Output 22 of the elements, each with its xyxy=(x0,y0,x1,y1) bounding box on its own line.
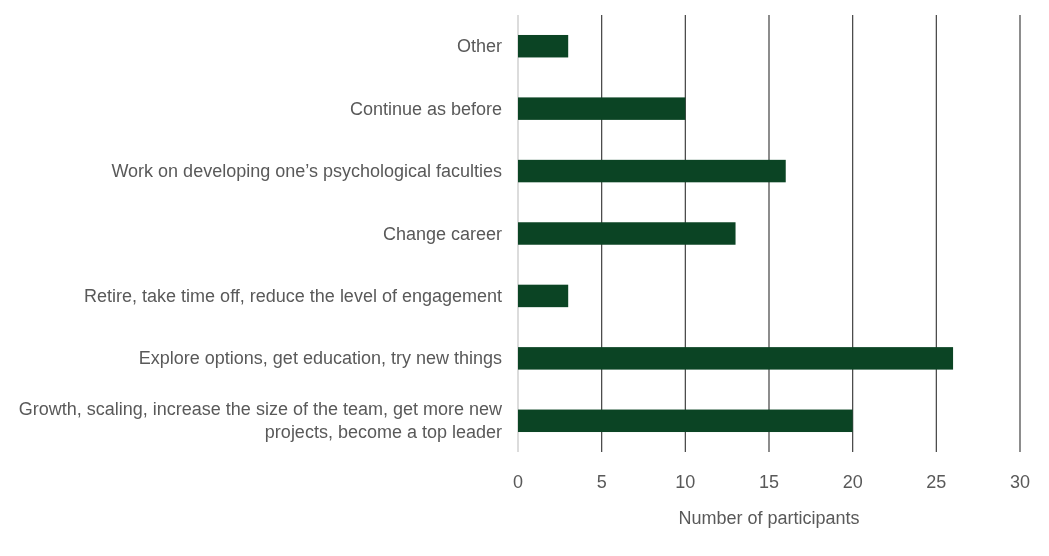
bar xyxy=(518,159,786,183)
x-tick-label: 25 xyxy=(926,472,947,492)
x-tick-label: 20 xyxy=(842,472,863,492)
x-tick-label: 10 xyxy=(675,472,696,492)
x-tick-label: 15 xyxy=(758,472,780,492)
x-tick-label: 5 xyxy=(596,472,607,492)
y-tick-label: Continue as before xyxy=(349,98,502,119)
y-tick-label: Retire, take time off, reduce the level of engagement xyxy=(84,285,502,306)
bar xyxy=(518,284,569,308)
x-tick-label: 30 xyxy=(1009,472,1031,492)
x-axis-title: Number of participants xyxy=(678,508,860,528)
y-tick-label: Change career xyxy=(382,223,502,244)
y-tick-label: Growth, scaling, increase the size of the team, get more new projects, become a top leader xyxy=(18,399,503,443)
bar xyxy=(518,222,736,245)
y-tick-label: Work on developing one’s psychological faculties xyxy=(111,161,502,182)
y-tick-label: Other xyxy=(456,36,502,57)
bar xyxy=(518,347,954,370)
bar xyxy=(518,97,686,120)
x-tick-label: 0 xyxy=(512,472,524,492)
bar xyxy=(518,34,569,58)
y-tick-label: Explore options, get education, try new things xyxy=(138,348,502,369)
bar xyxy=(518,409,853,433)
